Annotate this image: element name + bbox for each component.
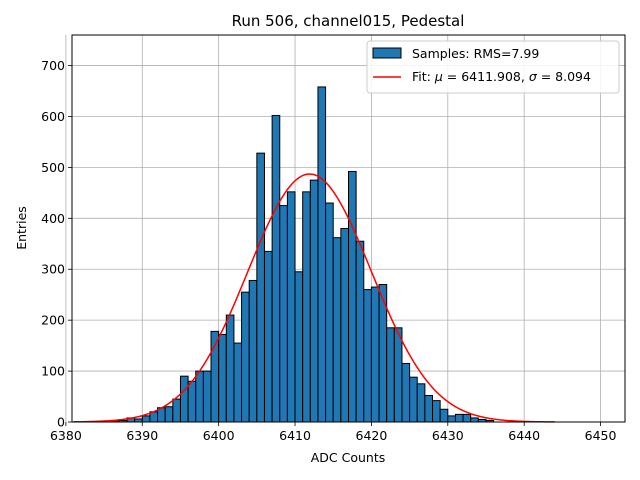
y-tick-label: 0: [57, 415, 65, 430]
histogram-bar: [401, 362, 411, 423]
histogram-bar: [348, 170, 357, 423]
histogram-bar: [332, 237, 342, 423]
legend-label-samples: Samples: RMS=7.99: [412, 46, 539, 61]
chart-title: Run 506, channel015, Pedestal: [232, 12, 465, 30]
x-axis-label: ADC Counts: [311, 450, 386, 465]
x-tick-label: 6440: [508, 428, 540, 443]
y-tick-label: 300: [41, 262, 65, 277]
histogram-bar: [279, 205, 288, 423]
histogram-bar: [179, 375, 189, 423]
histogram-bar: [241, 291, 250, 423]
histogram-bar: [233, 342, 243, 423]
histogram-bar: [470, 417, 479, 423]
y-tick-label: 700: [41, 58, 65, 73]
histogram-bar: [325, 202, 334, 423]
histogram-bar: [393, 327, 403, 423]
histogram-bar: [454, 413, 464, 423]
histogram-bar: [317, 86, 327, 423]
legend-fit-mu-symbol: μ: [434, 69, 443, 84]
histogram-bar: [302, 191, 311, 423]
y-axis-ticks: 0 100 200 300 400 500 600 700: [41, 58, 72, 430]
legend: Samples: RMS=7.99 Fit: μ = 6411.908, σ =…: [366, 40, 620, 94]
x-axis-ticks: 6380 6390 6400 6410 6420 6430 6440 6450: [50, 422, 617, 443]
legend-label-fit: Fit: μ = 6411.908, σ = 8.094: [412, 69, 591, 84]
y-tick-label: 600: [41, 109, 65, 124]
histogram-bars: [111, 86, 495, 423]
histogram-bar: [195, 370, 204, 423]
histogram-bar: [309, 179, 319, 423]
histogram-bar: [439, 408, 449, 423]
histogram-bar: [462, 413, 472, 423]
legend-fit-prefix: Fit:: [412, 69, 435, 84]
histogram-bar: [424, 395, 434, 423]
x-tick-label: 6430: [432, 428, 464, 443]
histogram-bar: [271, 114, 281, 423]
histogram-bar: [355, 240, 365, 423]
histogram-bar: [432, 400, 441, 423]
histogram-bar: [340, 228, 349, 423]
histogram-bar: [286, 191, 296, 423]
y-tick-label: 500: [41, 160, 65, 175]
histogram-bar: [370, 286, 380, 423]
histogram-bar: [256, 152, 265, 423]
histogram-bar: [263, 250, 273, 423]
y-axis-label: Entries: [14, 206, 29, 250]
fit-curve: [73, 173, 555, 423]
histogram-bar: [416, 383, 426, 423]
legend-fit-sigma-symbol: σ: [529, 69, 538, 84]
histogram-bar: [447, 415, 456, 423]
legend-fit-sigma-value: = 8.094: [537, 69, 591, 84]
x-tick-label: 6400: [203, 428, 235, 443]
x-tick-label: 6450: [585, 428, 617, 443]
histogram-bar: [164, 406, 174, 423]
histogram-bar: [248, 279, 258, 423]
histogram-bar: [225, 314, 235, 423]
legend-swatch-samples: [372, 47, 402, 59]
histogram-bar: [294, 271, 304, 423]
histogram-bar: [202, 370, 212, 423]
x-tick-label: 6390: [126, 428, 158, 443]
y-tick-label: 100: [41, 364, 65, 379]
histogram-bar: [409, 376, 418, 423]
x-tick-label: 6420: [356, 428, 388, 443]
histogram-bar: [172, 398, 181, 423]
histogram-bar: [218, 333, 227, 423]
histogram-bar: [187, 380, 197, 423]
legend-box: [366, 40, 620, 94]
legend-fit-mu-value: = 6411.908,: [443, 69, 529, 84]
x-tick-label: 6380: [50, 428, 82, 443]
y-tick-label: 200: [41, 313, 65, 328]
plot-frame: [71, 34, 626, 423]
histogram-bar: [363, 289, 372, 423]
histogram-bar: [141, 415, 151, 423]
y-tick-label: 400: [41, 211, 65, 226]
x-tick-label: 6410: [279, 428, 311, 443]
histogram-bar: [386, 327, 395, 423]
